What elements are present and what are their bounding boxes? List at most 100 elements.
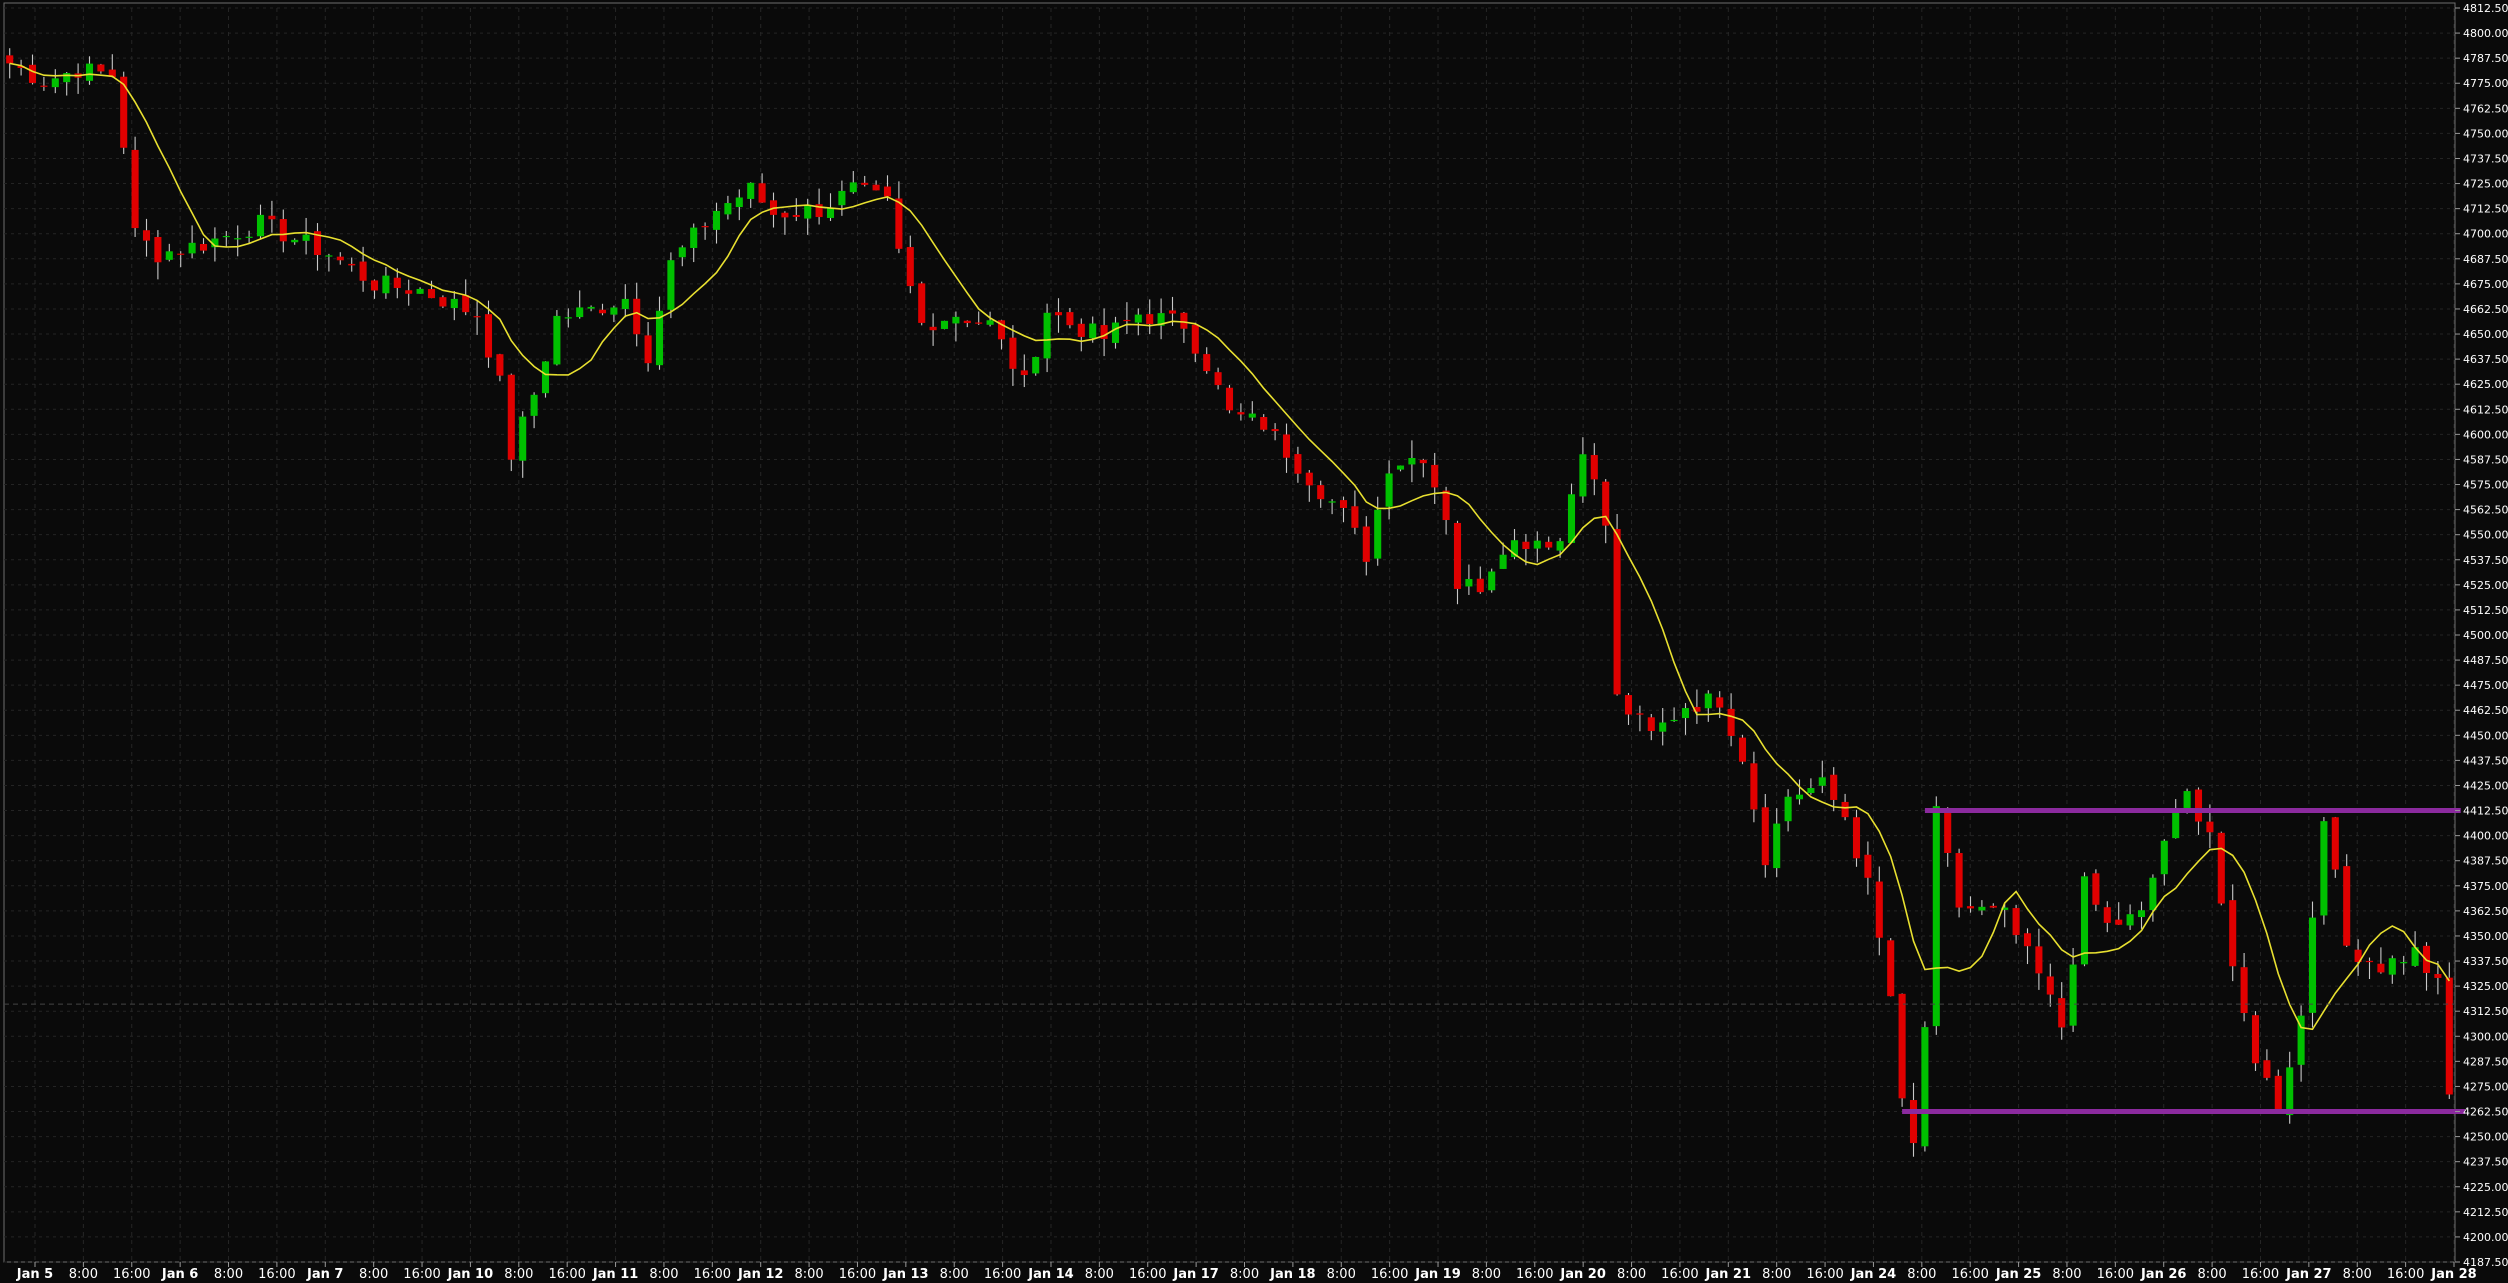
x-tick-label: 16:00 — [2242, 1267, 2279, 1282]
y-tick-label: 4400.00 — [2463, 830, 2508, 843]
candle-body — [1146, 314, 1154, 325]
y-tick-label: 4500.00 — [2463, 629, 2508, 642]
candle-body — [1089, 323, 1097, 339]
candle-body — [2046, 976, 2054, 995]
candle-body — [1590, 455, 1598, 480]
candle-body — [1727, 708, 1735, 736]
x-tick-label: Jan 26 — [2140, 1267, 2186, 1282]
y-tick-label: 4300.00 — [2463, 1030, 2508, 1043]
candle-body — [1761, 807, 1769, 866]
candle-body — [1773, 823, 1781, 869]
x-tick-label: Jan 10 — [447, 1267, 493, 1282]
candle-body — [1716, 697, 1724, 708]
candle-body — [940, 320, 949, 329]
y-tick-label: 4475.00 — [2463, 679, 2508, 692]
candle-body — [1556, 541, 1564, 551]
candle-body — [1647, 717, 1655, 731]
candle-body — [633, 298, 641, 335]
candle-body — [1909, 1100, 1918, 1144]
x-tick-label: 8:00 — [2343, 1267, 2372, 1282]
y-tick-label: 4762.50 — [2463, 102, 2508, 115]
candle-body — [815, 204, 823, 218]
y-tick-label: 4775.00 — [2463, 77, 2508, 90]
candlestick-series — [6, 48, 2453, 1157]
candle-body — [245, 236, 253, 238]
candle-body — [507, 374, 515, 460]
candle-body — [1567, 494, 1576, 543]
candle-body — [2058, 998, 2066, 1028]
candle-body — [1328, 501, 1336, 503]
candle-body — [336, 256, 344, 261]
candle-body — [2377, 963, 2385, 973]
candle-body — [1989, 905, 1997, 908]
y-tick-label: 4450.00 — [2463, 729, 2508, 742]
candle-body — [2115, 919, 2123, 925]
candle-body — [256, 214, 265, 237]
candle-body — [279, 219, 287, 242]
candle-body — [496, 354, 504, 376]
y-tick-label: 4375.00 — [2463, 880, 2508, 893]
x-tick-label: 8:00 — [1327, 1267, 1356, 1282]
candle-body — [2297, 1015, 2305, 1065]
candle-body — [131, 149, 139, 229]
candle-body — [1738, 737, 1747, 762]
candle-body — [1225, 387, 1234, 411]
candle-body — [348, 263, 356, 266]
candle-body — [1260, 417, 1268, 430]
trend-lines[interactable] — [1902, 808, 2465, 1115]
candle-body — [530, 394, 538, 416]
y-tick-label: 4675.00 — [2463, 278, 2508, 291]
y-tick-label: 4512.50 — [2463, 604, 2508, 617]
x-tick-label: 8:00 — [504, 1267, 533, 1282]
candle-body — [1465, 579, 1473, 587]
x-tick-label: 16:00 — [694, 1267, 731, 1282]
x-tick-label: Jan 6 — [161, 1267, 198, 1282]
x-tick-label: 16:00 — [548, 1267, 585, 1282]
candle-body — [2263, 1060, 2271, 1078]
y-tick-label: 4200.00 — [2463, 1231, 2508, 1244]
candle-body — [1180, 312, 1188, 329]
x-tick-label: Jan 20 — [1559, 1267, 1605, 1282]
candle-body — [120, 76, 128, 148]
candle-body — [427, 289, 436, 299]
candle-body — [519, 416, 527, 461]
candle-body — [792, 214, 800, 217]
candle-body — [1921, 1027, 1929, 1147]
candle-body — [564, 317, 572, 319]
candle-body — [51, 78, 59, 88]
y-tick-label: 4425.00 — [2463, 779, 2508, 792]
candle-body — [735, 197, 743, 208]
candle-body — [1191, 324, 1199, 354]
candle-body — [2251, 1015, 2260, 1064]
candle-body — [621, 298, 629, 309]
x-tick-label: 8:00 — [2052, 1267, 2081, 1282]
x-tick-label: 8:00 — [69, 1267, 98, 1282]
candle-body — [2388, 958, 2396, 975]
x-tick-label: 16:00 — [2097, 1267, 2134, 1282]
y-tick-label: 4750.00 — [2463, 127, 2508, 140]
candle-body — [1123, 319, 1131, 322]
candle-body — [2183, 791, 2191, 810]
candle-body — [2023, 933, 2032, 947]
candle-body — [975, 322, 983, 324]
x-tick-label: 8:00 — [359, 1267, 388, 1282]
x-tick-label: Jan 19 — [1414, 1267, 1460, 1282]
candle-body — [1533, 540, 1541, 549]
candle-body — [781, 212, 789, 218]
candle-body — [484, 314, 493, 358]
x-tick-label: Jan 13 — [882, 1267, 928, 1282]
candle-body — [872, 184, 880, 191]
x-tick-label: Jan 12 — [737, 1267, 783, 1282]
candle-body — [63, 73, 71, 83]
candle-body — [1887, 940, 1895, 997]
candle-body — [2400, 962, 2408, 964]
candle-body — [918, 283, 926, 323]
x-tick-label: 16:00 — [1371, 1267, 1408, 1282]
candle-body — [40, 85, 48, 87]
candle-body — [370, 280, 379, 291]
moving-average-series — [9, 62, 2450, 1031]
candle-body — [690, 227, 698, 248]
y-tick-label: 4237.50 — [2463, 1156, 2508, 1169]
candle-body — [610, 307, 618, 315]
